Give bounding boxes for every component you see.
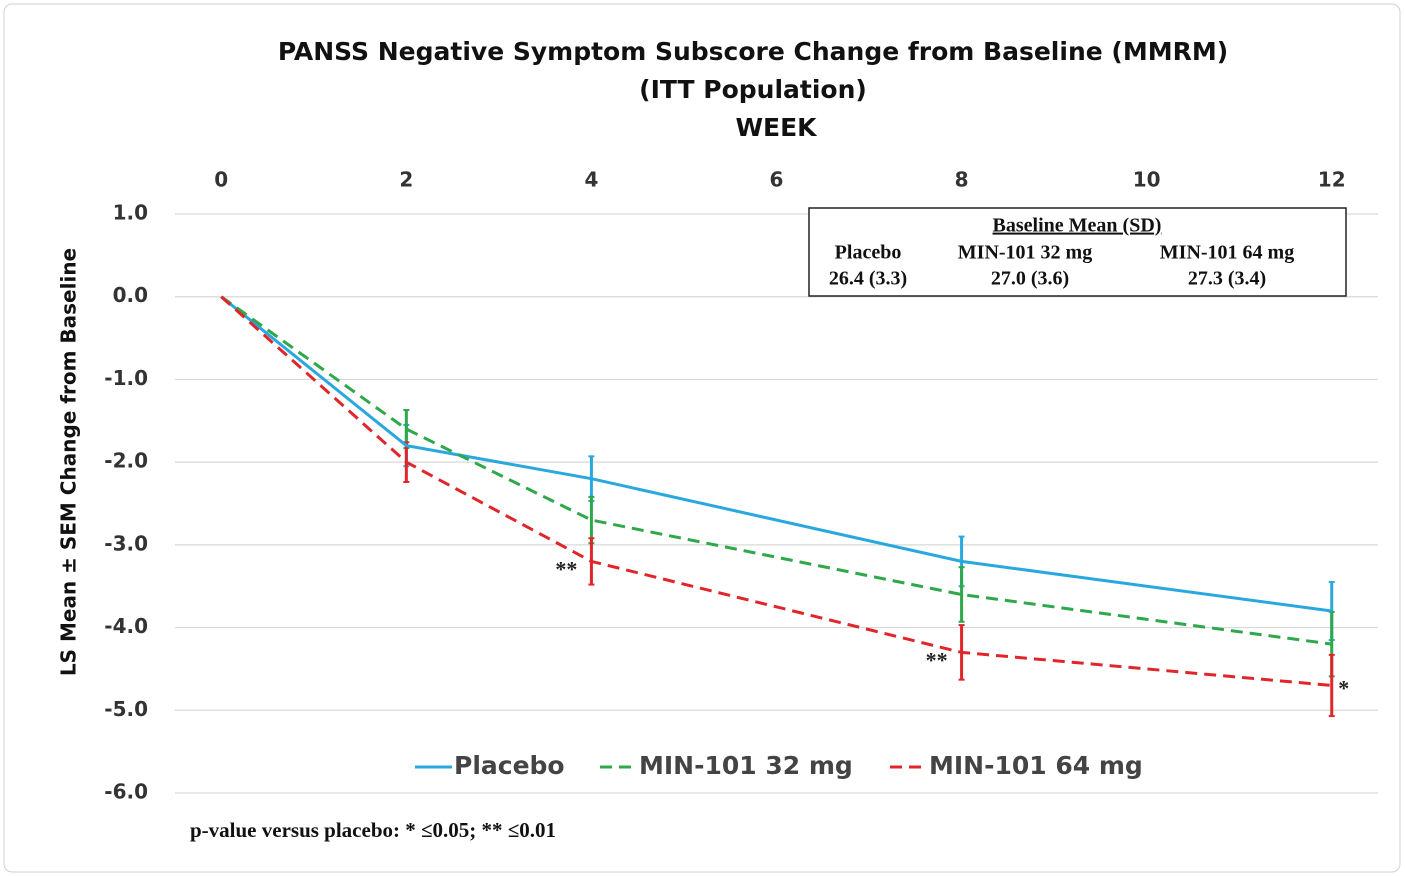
y-tick-label: -3.0 [104,531,148,555]
x-tick-label: 2 [399,168,413,192]
baseline-value: 27.3 (3.4) [1188,268,1266,290]
x-tick-label: 6 [770,168,784,192]
y-tick-label: -5.0 [104,697,148,721]
y-axis-label: LS Mean ± SEM Change from Baseline [57,248,81,676]
chart-subtitle: (ITT Population) [639,75,867,104]
y-tick-label: -6.0 [104,780,148,804]
x-axis-label: WEEK [735,113,818,142]
chart-border [3,3,1401,873]
significance-marker: ** [926,647,948,672]
x-tick-label: 8 [955,168,969,192]
x-tick-label: 10 [1133,168,1161,192]
baseline-value: 27.0 (3.6) [991,268,1069,290]
x-tick-label: 0 [214,168,228,192]
legend-label: MIN-101 64 mg [929,751,1143,780]
baseline-header: MIN-101 64 mg [1160,242,1294,264]
x-tick-label: 12 [1318,168,1346,192]
y-tick-label: -4.0 [104,614,148,638]
series-line [220,295,1332,646]
significance-marker: ** [555,556,577,581]
y-tick-label: 0.0 [113,283,148,307]
baseline-header: Placebo [835,242,902,264]
series-line [220,295,1332,613]
footnote: p-value versus placebo: * ≤0.05; ** ≤0.0… [190,818,556,842]
y-tick-label: 1.0 [113,201,148,225]
baseline-value: 26.4 (3.3) [829,268,907,290]
y-tick-label: -2.0 [104,449,148,473]
baseline-title: Baseline Mean (SD) [993,215,1162,237]
baseline-header: MIN-101 32 mg [958,242,1092,264]
series-line [220,295,1332,687]
x-tick-label: 4 [584,168,598,192]
significance-marker: * [1338,676,1349,701]
legend-label: Placebo [454,751,565,780]
y-tick-label: -1.0 [104,366,148,390]
chart-title: PANSS Negative Symptom Subscore Change f… [278,37,1228,66]
baseline-box [808,207,1347,297]
legend-label: MIN-101 32 mg [639,751,853,780]
